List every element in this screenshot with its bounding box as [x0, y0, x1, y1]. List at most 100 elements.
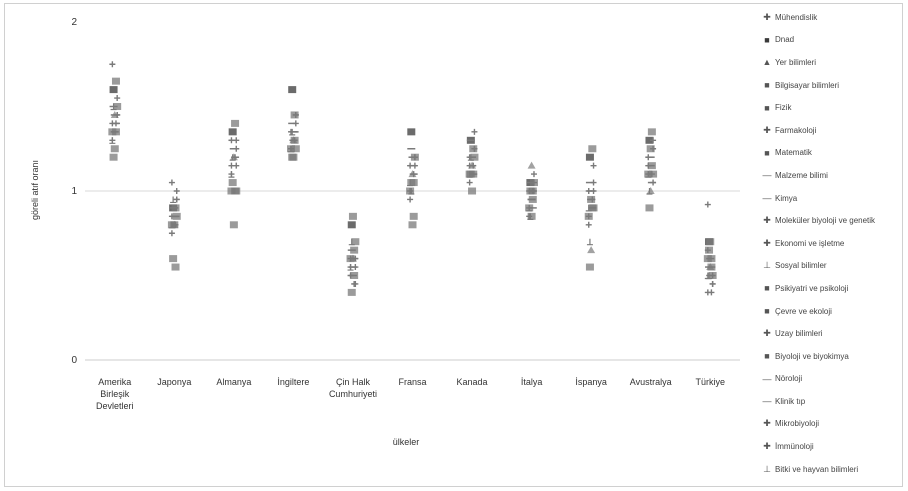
y-tick-label: 0 [71, 355, 77, 366]
data-point [587, 246, 596, 254]
data-point [527, 161, 536, 169]
x-tick-label: Japonya [157, 377, 191, 387]
legend-marker: ■ [764, 80, 770, 91]
legend-label: Sosyal bilimler [775, 261, 827, 271]
data-point [466, 179, 473, 186]
legend-marker: ■ [764, 306, 770, 317]
data-point [228, 179, 237, 187]
legend-item: ✚ Farmakoloji [762, 119, 904, 142]
data-point [232, 154, 239, 161]
legend-label: Matematik [775, 148, 812, 158]
series-14 [114, 111, 716, 279]
legend-label: Nöroloji [775, 374, 803, 384]
x-tick-label: İtalya [521, 377, 543, 387]
legend-label: Bitki ve hayvan bilimleri [775, 464, 859, 474]
data-point [704, 247, 711, 254]
data-point [706, 238, 715, 246]
data-point [588, 145, 597, 153]
legend-marker: ⊥ [763, 260, 771, 271]
data-point [590, 179, 597, 186]
legend: ✚ Mühendislik ■ Dnad ▲ Yer bilimleri ■ Bilgisay… [762, 6, 904, 480]
data-point [228, 171, 235, 178]
legend-item: ✚ Mikrobiyoloji [762, 413, 904, 436]
data-point [646, 187, 655, 194]
legend-marker: ✚ [763, 237, 771, 248]
legend-label: Dnad [775, 35, 795, 45]
data-point [471, 145, 478, 152]
legend-label: Bilgisayar bilimleri [775, 80, 840, 90]
x-tick-label: Almanya [216, 377, 251, 387]
data-point [173, 188, 180, 194]
data-point [233, 137, 240, 144]
data-point [645, 136, 654, 144]
data-point [346, 255, 355, 263]
legend-marker: ■ [764, 34, 770, 45]
data-point [348, 212, 357, 220]
data-point [586, 238, 593, 246]
data-point [530, 179, 537, 186]
legend-label: Çevre ve ekoloji [775, 306, 832, 316]
data-point [650, 137, 657, 144]
legend-marker: ■ [764, 102, 770, 113]
legend-item: ■ Dnad [762, 29, 904, 52]
x-tick-labels: Amerika Birleşik Devletleri Japonya Almanya İ… [96, 377, 725, 411]
data-point [347, 264, 354, 271]
data-point [171, 263, 180, 271]
data-point [170, 196, 177, 204]
series-19 [114, 95, 716, 287]
series-10 [109, 137, 711, 262]
data-point [409, 212, 418, 220]
legend-label: Ekonomi ve işletme [775, 238, 845, 248]
scatter-chart: 0 1 2 Amerika Birleşik Devletleri Japonya Alma… [30, 17, 740, 447]
legend-marker: ✚ [763, 328, 771, 339]
data-point [410, 171, 417, 178]
data-point [650, 179, 657, 186]
data-point [347, 288, 356, 296]
data-point [352, 255, 359, 262]
legend-marker: ✚ [763, 441, 771, 452]
data-point [407, 196, 414, 203]
data-point [709, 280, 716, 287]
x-tick-label: Çin Halk Cumhuriyeti [329, 377, 377, 399]
legend-item: ⊥ Bitki ve hayvan bilimleri [762, 458, 904, 481]
data-point [228, 128, 237, 136]
x-tick-label: Kanada [457, 377, 488, 387]
data-point [708, 289, 715, 296]
data-point [168, 179, 175, 186]
legend-item: — Kimya [762, 187, 904, 210]
legend-marker: — [762, 373, 772, 384]
legend-item: ■ Matematik [762, 142, 904, 165]
data-point [109, 137, 116, 144]
data-point [111, 77, 120, 85]
legend-marker: ✚ [763, 215, 771, 226]
x-tick-label: Fransa [398, 377, 426, 387]
data-point [291, 145, 300, 153]
data-point [584, 212, 593, 220]
data-point [589, 196, 596, 203]
series-18 [112, 120, 715, 296]
y-tick-label: 2 [71, 17, 77, 28]
data-point [585, 153, 594, 161]
data-point [408, 221, 417, 229]
data-point [231, 119, 240, 127]
series-17 [110, 114, 715, 277]
data-point [291, 137, 298, 144]
x-axis-label: ülkeler [393, 437, 420, 447]
legend-marker: ⊥ [763, 463, 771, 474]
series-20 [109, 137, 711, 280]
plot-area: 0 1 2 Amerika Birleşik Devletleri Japonya Alma… [71, 17, 740, 411]
y-tick-label: 1 [71, 186, 77, 197]
data-point [288, 86, 297, 94]
legend-label: Kimya [775, 193, 798, 203]
data-point [288, 145, 295, 153]
legend-item: ▲ Yer bilimleri [762, 51, 904, 74]
x-tick-label: Avustralya [630, 377, 672, 387]
series-13 [111, 128, 716, 279]
legend-label: Yer bilimleri [775, 57, 817, 67]
data-point [173, 196, 180, 203]
data-point [585, 263, 594, 271]
legend-item: ⊥ Sosyal bilimler [762, 255, 904, 278]
data-point [233, 162, 240, 169]
legend-item: ✚ Ekonomi ve işletme [762, 232, 904, 255]
legend-marker: ▲ [762, 57, 772, 68]
